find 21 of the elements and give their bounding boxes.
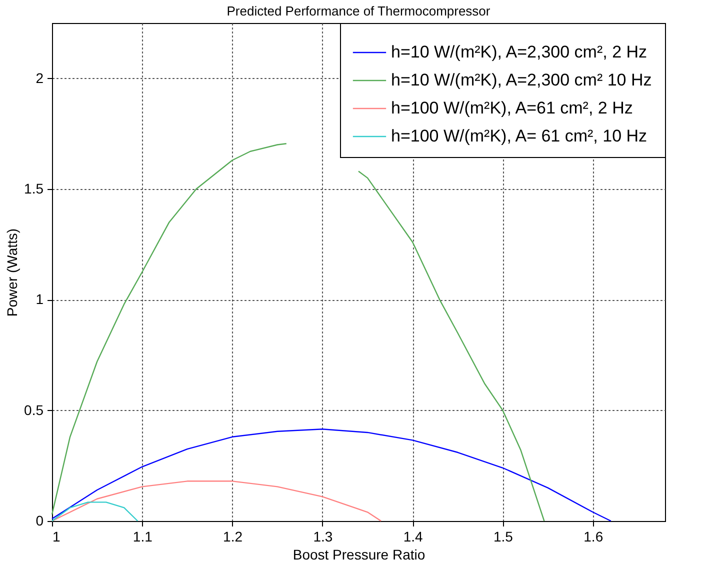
- x-tick-label: 1.4: [403, 528, 424, 544]
- y-tick-label: 0.5: [24, 402, 44, 418]
- legend-label: h=10 W/(m²K), A=2,300 cm², 2 Hz: [391, 42, 648, 62]
- legend-label: h=100 W/(m²K), A=61 cm², 2 Hz: [391, 98, 633, 118]
- y-tick-label: 1: [36, 291, 44, 308]
- chart-title: Predicted Performance of Thermocompressor: [226, 4, 491, 18]
- x-axis-title: Boost Pressure Ratio: [292, 546, 426, 562]
- x-tick-label: 1.5: [494, 528, 514, 544]
- y-tick-label: 1.5: [24, 180, 44, 196]
- x-tick-label: 1.2: [223, 528, 243, 544]
- x-tick-label: 1.1: [132, 528, 153, 544]
- y-tick-label: 0: [36, 512, 44, 528]
- line-series: [51, 428, 612, 522]
- y-tick-label: 2: [36, 70, 44, 86]
- x-tick-label: 1.6: [584, 528, 604, 544]
- y-axis-title: Power (Watts): [4, 228, 20, 317]
- legend-label: h=100 W/(m²K), A= 61 cm², 10 Hz: [391, 126, 648, 146]
- line-series: [51, 480, 382, 522]
- x-tick-label: 1.3: [313, 528, 333, 544]
- x-tick-label: 1: [52, 528, 60, 544]
- legend-label: h=10 W/(m²K), A=2,300 cm² 10 Hz: [391, 70, 652, 90]
